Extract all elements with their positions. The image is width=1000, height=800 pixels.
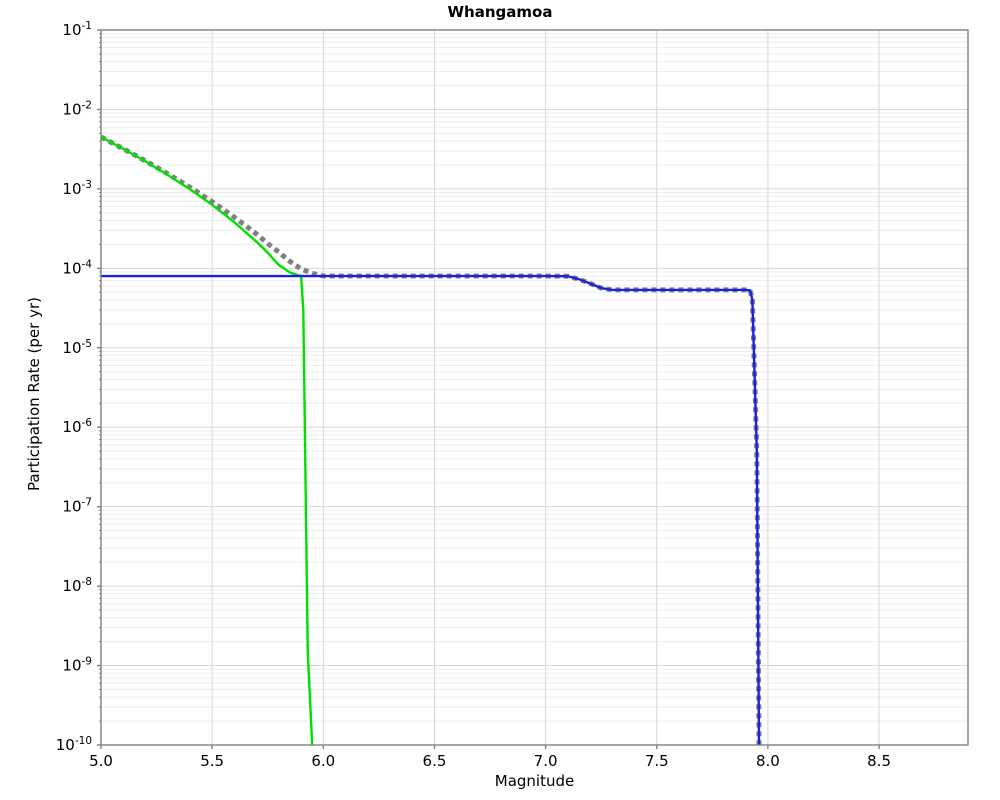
svg-text:10-6: 10-6 <box>62 417 92 436</box>
svg-text:6.5: 6.5 <box>423 752 447 770</box>
plot-background <box>101 30 968 745</box>
svg-text:6.0: 6.0 <box>311 752 335 770</box>
series-background-green <box>101 135 314 745</box>
series-group <box>101 134 762 745</box>
svg-text:10-1: 10-1 <box>62 20 92 39</box>
svg-text:10-4: 10-4 <box>62 258 92 277</box>
y-tick-labels: 10-1 10-2 10-3 10-4 10-5 10-6 10-7 10-8 10-9 10-1… <box>56 20 101 754</box>
svg-text:8.5: 8.5 <box>867 752 891 770</box>
grid-major-y <box>101 29 968 746</box>
svg-text:10-8: 10-8 <box>62 576 92 595</box>
grid-minor <box>101 33 968 722</box>
svg-text:10-3: 10-3 <box>62 179 92 198</box>
series-fault-blue <box>101 274 761 745</box>
chart-title: Whangamoa <box>447 3 553 21</box>
svg-text:5.0: 5.0 <box>89 752 113 770</box>
svg-text:10-2: 10-2 <box>62 99 92 118</box>
x-tick-labels: 5.0 5.5 6.0 6.5 7.0 7.5 8.0 8.5 <box>89 745 891 770</box>
axis-spines <box>100 29 969 746</box>
grid-major-x <box>100 30 880 745</box>
svg-text:10-7: 10-7 <box>62 497 92 516</box>
svg-text:10-5: 10-5 <box>62 338 92 357</box>
svg-text:8.0: 8.0 <box>756 752 780 770</box>
svg-text:7.5: 7.5 <box>645 752 669 770</box>
svg-text:5.5: 5.5 <box>200 752 224 770</box>
y-minor-ticks <box>99 33 101 722</box>
svg-text:10-10: 10-10 <box>56 735 92 754</box>
x-axis-label: Magnitude <box>494 772 575 790</box>
svg-text:7.0: 7.0 <box>534 752 558 770</box>
svg-text:10-9: 10-9 <box>62 656 92 675</box>
